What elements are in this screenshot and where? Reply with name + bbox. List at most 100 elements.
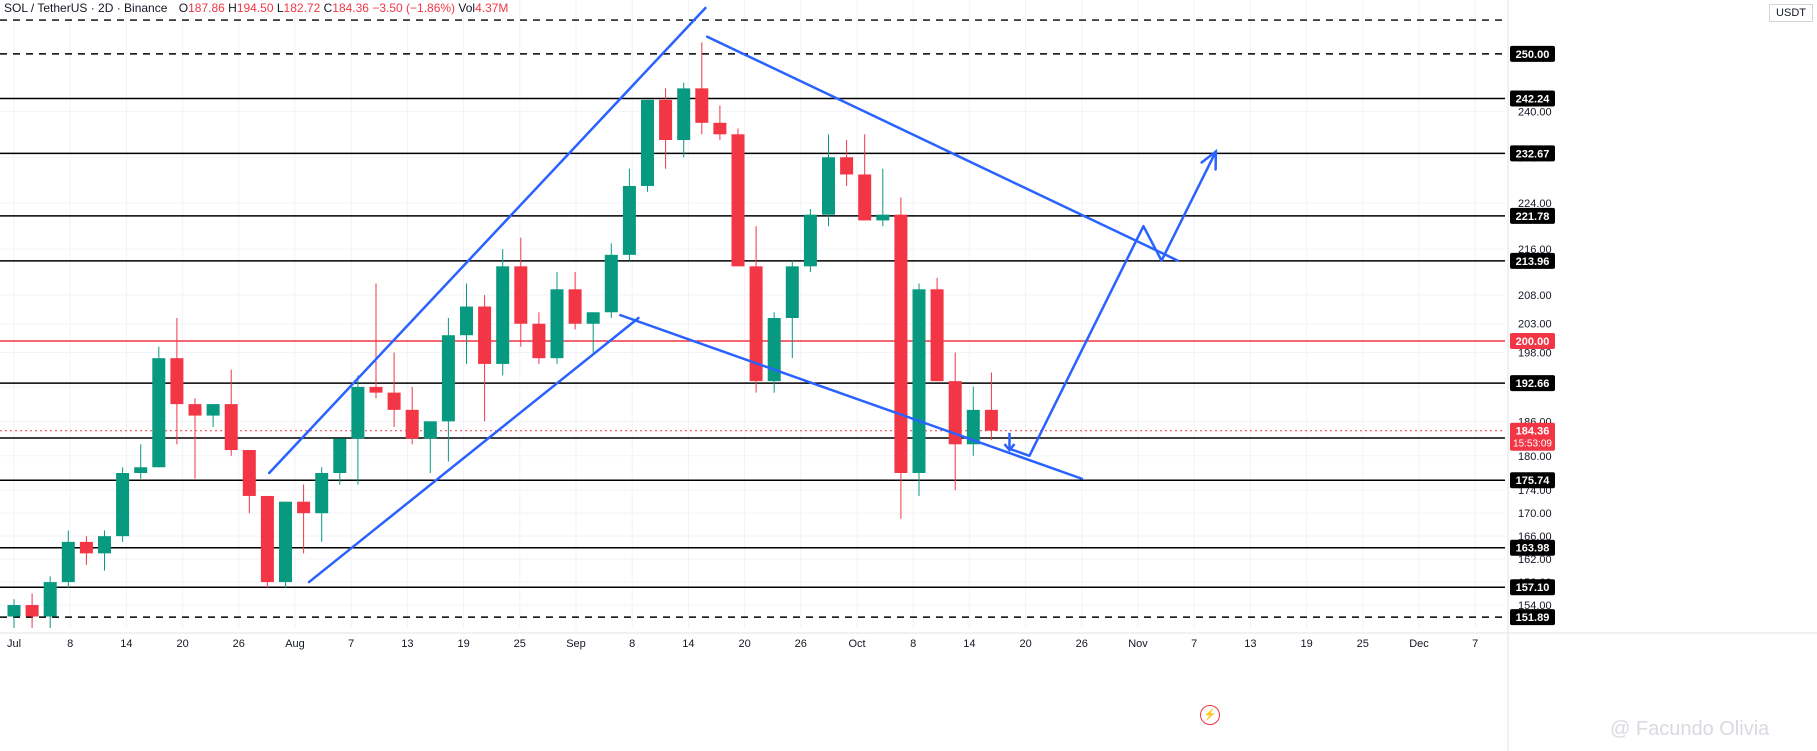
channel-upper-line [267, 6, 707, 475]
time-tick: 8 [629, 638, 635, 650]
time-tick: 25 [1357, 638, 1369, 650]
level-label-bg [1510, 539, 1555, 556]
level-label-bg [1510, 332, 1555, 349]
time-tick: 14 [682, 638, 694, 650]
bullish-candle [61, 541, 75, 583]
level-label: 163.98 [1516, 543, 1550, 555]
bullish-candle [785, 266, 799, 318]
time-tick: 19 [1300, 638, 1312, 650]
bearish-candle [405, 409, 419, 439]
currency-unit-button[interactable]: USDT [1769, 4, 1813, 22]
time-tick: Nov [1128, 638, 1148, 650]
time-tick: 25 [514, 638, 526, 650]
bearish-candle [930, 289, 944, 382]
bearish-candle [858, 174, 872, 221]
bearish-candle [224, 404, 238, 451]
time-tick: 19 [457, 638, 469, 650]
bearish-candle [532, 323, 546, 359]
level-label: 213.96 [1516, 256, 1550, 268]
time-tick: Dec [1409, 638, 1429, 650]
price-tick: 154.00 [1518, 600, 1552, 612]
price-tick: 224.00 [1518, 198, 1552, 210]
bearish-candle [170, 358, 184, 405]
time-tick: 7 [1472, 638, 1478, 650]
level-label-bg [1510, 45, 1555, 62]
bearish-candle [25, 605, 39, 617]
time-tick: 20 [1019, 638, 1031, 650]
bullish-candle [43, 582, 57, 617]
bullish-candle [116, 473, 130, 537]
level-label-bg [1510, 90, 1555, 107]
bullish-candle [134, 467, 148, 473]
time-tick: Oct [848, 638, 865, 650]
bolt-icon[interactable]: ⚡ [1200, 705, 1220, 725]
high-value: 194.50 [236, 1, 274, 15]
time-tick: 13 [401, 638, 413, 650]
time-tick: 26 [795, 638, 807, 650]
bearish-candle [188, 404, 202, 416]
time-tick: 26 [1076, 638, 1088, 650]
bullish-candle [767, 318, 781, 382]
bearish-candle [731, 134, 745, 267]
projection-path [1010, 150, 1218, 458]
bullish-candle [677, 88, 691, 141]
time-tick: 14 [963, 638, 975, 650]
bullish-candle [98, 536, 111, 554]
bullish-candle [803, 214, 817, 267]
channel-lower-line [307, 316, 640, 584]
trend-drawings [267, 6, 1218, 584]
bearish-candle [568, 289, 582, 324]
level-label-bg [1510, 472, 1555, 489]
bullish-candle [496, 266, 510, 364]
wedge-lower-line [619, 313, 1084, 480]
candles [7, 42, 998, 628]
bearish-candle [659, 99, 673, 141]
bullish-candle [912, 289, 926, 473]
time-tick: 13 [1244, 638, 1256, 650]
bullish-candle [622, 185, 636, 255]
level-label: 221.78 [1516, 211, 1550, 223]
volume-value: 4.37M [475, 1, 509, 15]
bearish-candle [749, 266, 763, 382]
level-label-bg [1510, 375, 1555, 392]
price-tick: 203.00 [1518, 319, 1552, 331]
symbol-header: SOL / TetherUS · 2D · Binance O187.86 H1… [4, 1, 509, 15]
bullish-candle [152, 358, 166, 468]
time-tick: 8 [67, 638, 73, 650]
bullish-candle [604, 254, 618, 313]
bearish-candle [297, 501, 311, 514]
level-label-bg [1510, 579, 1555, 596]
time-axis[interactable]: Jul 8 14 20 26 Aug 7 13 19 25 Sep 8 14 20 26 Oct 8 14 20 26… [0, 632, 1817, 650]
price-tick: 180.00 [1518, 451, 1552, 463]
author-watermark: @ Facundo Olivia [1610, 718, 1770, 740]
time-tick: 7 [1191, 638, 1197, 650]
price-axis[interactable]: 240.00232.00224.00216.00208.00203.00198.… [1507, 0, 1555, 751]
bullish-candle [441, 335, 455, 422]
wedge-upper-line [705, 35, 1180, 262]
symbol-title: SOL / TetherUS · 2D · Binance [4, 1, 168, 15]
bearish-candle [984, 409, 998, 431]
bullish-candle [876, 214, 890, 221]
level-label: 200.00 [1516, 336, 1550, 348]
bullish-candle [641, 99, 654, 186]
bullish-candle [460, 306, 473, 336]
bullish-candle [966, 409, 980, 445]
bearish-candle [514, 266, 528, 324]
bearish-candle [695, 88, 709, 123]
bullish-candle [550, 289, 564, 359]
bearish-candle [242, 450, 256, 496]
countdown-label: 15:53:09 [1513, 439, 1552, 450]
bullish-candle [586, 312, 600, 324]
bullish-candle [333, 438, 347, 473]
time-tick: 8 [910, 638, 916, 650]
bearish-candle [478, 306, 492, 364]
current-price-label-bg [1510, 422, 1555, 451]
time-tick: Sep [566, 638, 586, 650]
price-tick: 198.00 [1518, 347, 1552, 359]
bullish-candle [206, 404, 220, 416]
current-price-label: 184.36 [1516, 426, 1550, 438]
level-label-bg [1510, 145, 1555, 162]
time-tick: 20 [176, 638, 188, 650]
bearish-candle [840, 157, 854, 175]
